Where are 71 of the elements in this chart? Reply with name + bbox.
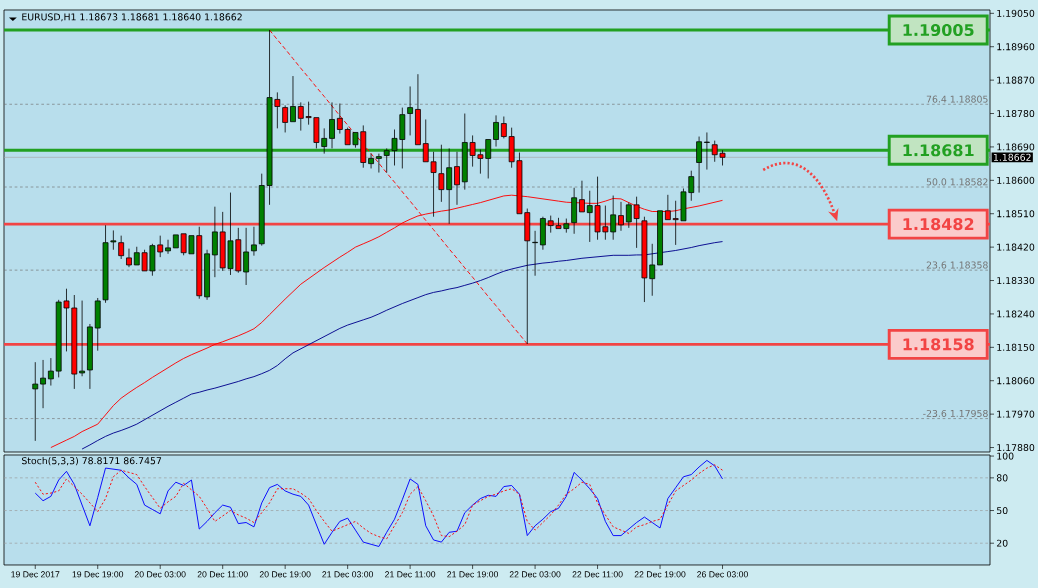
y-tick-label: 1.17880 bbox=[997, 444, 1035, 452]
candlestick bbox=[329, 102, 335, 149]
candlestick bbox=[657, 210, 663, 266]
x-tick-label: 20 Dec 03:00 bbox=[134, 571, 186, 578]
candlestick bbox=[375, 153, 382, 173]
y-tick-label: 50 bbox=[996, 507, 1008, 515]
candlestick bbox=[282, 104, 289, 133]
ref-line-label: -23.6 1.17958 bbox=[923, 409, 988, 417]
y-tick-label: 1.19050 bbox=[997, 9, 1035, 17]
x-tick-label: 19 Dec 19:00 bbox=[72, 571, 124, 578]
y-tick-label: 1.18150 bbox=[997, 343, 1035, 351]
x-tick-label: 21 Dec 19:00 bbox=[447, 571, 499, 578]
candlestick bbox=[87, 323, 93, 390]
y-tick-label: 1.18870 bbox=[997, 76, 1035, 84]
chart-title: Stoch(5,3,3) 78.8171 86.7457 bbox=[22, 457, 162, 466]
candlestick bbox=[211, 206, 218, 278]
x-tick-label: 20 Dec 19:00 bbox=[259, 571, 311, 578]
y-tick-label: 100 bbox=[997, 452, 1014, 460]
candlestick bbox=[94, 297, 101, 352]
candlestick bbox=[493, 114, 499, 147]
y-tick-label: 1.18780 bbox=[997, 110, 1035, 118]
candlestick bbox=[290, 75, 296, 123]
candlestick bbox=[618, 201, 624, 232]
y-tick-label: 1.18600 bbox=[997, 176, 1035, 184]
candlestick bbox=[532, 230, 538, 277]
candlestick bbox=[40, 359, 46, 409]
x-tick-label: 21 Dec 11:00 bbox=[385, 571, 436, 578]
y-tick-label: 1.18060 bbox=[997, 377, 1035, 385]
ref-line-label: 76.4 1.18805 bbox=[926, 95, 988, 103]
x-tick-label: 22 Dec 19:00 bbox=[634, 571, 686, 578]
candlestick bbox=[415, 73, 421, 146]
x-tick-label: 20 Dec 11:00 bbox=[197, 571, 248, 578]
ref-line-label: 1.18662 bbox=[993, 153, 1031, 161]
y-tick-label: 1.18240 bbox=[997, 310, 1035, 318]
candlestick bbox=[204, 249, 210, 301]
candlestick bbox=[704, 132, 710, 170]
candlestick bbox=[79, 300, 86, 377]
y-tick-label: 1.18510 bbox=[997, 210, 1035, 218]
ref-line-label: 1.18482 bbox=[903, 218, 974, 231]
y-tick-label: 1.18330 bbox=[997, 277, 1035, 285]
y-tick-label: 1.17970 bbox=[997, 410, 1035, 418]
candlestick bbox=[407, 86, 414, 136]
candlestick bbox=[47, 357, 54, 386]
candlestick bbox=[454, 151, 460, 206]
chart-title: EURUSD,H1 1.18673 1.18681 1.18640 1.18662 bbox=[22, 13, 242, 22]
x-tick-label: 22 Dec 11:00 bbox=[572, 571, 623, 578]
x-tick-label: 22 Dec 03:00 bbox=[509, 571, 561, 578]
candlestick bbox=[251, 226, 257, 257]
y-tick-label: 20 bbox=[996, 539, 1008, 547]
ref-line-label: 23.6 1.18358 bbox=[926, 261, 988, 269]
y-tick-label: 80 bbox=[996, 474, 1008, 482]
candlestick bbox=[571, 187, 578, 235]
candlestick bbox=[118, 235, 125, 260]
candlestick bbox=[696, 136, 702, 193]
candlestick bbox=[165, 239, 171, 255]
candlestick bbox=[32, 361, 39, 442]
candlestick bbox=[243, 227, 250, 286]
y-tick-label: 1.18690 bbox=[997, 143, 1035, 151]
candlestick bbox=[500, 116, 507, 139]
candlestick bbox=[126, 248, 132, 268]
x-tick-label: 19 Dec 2017 bbox=[11, 571, 60, 578]
x-tick-label: 26 Dec 03:00 bbox=[697, 571, 748, 578]
candlestick bbox=[539, 216, 546, 251]
y-tick-label: 1.18420 bbox=[997, 243, 1035, 251]
x-tick-label: 21 Dec 03:00 bbox=[322, 571, 374, 578]
ref-line-label: 1.18158 bbox=[903, 338, 974, 351]
y-tick-label: 1.18960 bbox=[997, 43, 1035, 51]
ref-line-label: 1.19005 bbox=[903, 23, 974, 37]
ref-line-label: 1.18681 bbox=[903, 144, 974, 157]
candlestick bbox=[368, 153, 374, 169]
ref-line-label: 50.0 1.18582 bbox=[926, 178, 988, 186]
